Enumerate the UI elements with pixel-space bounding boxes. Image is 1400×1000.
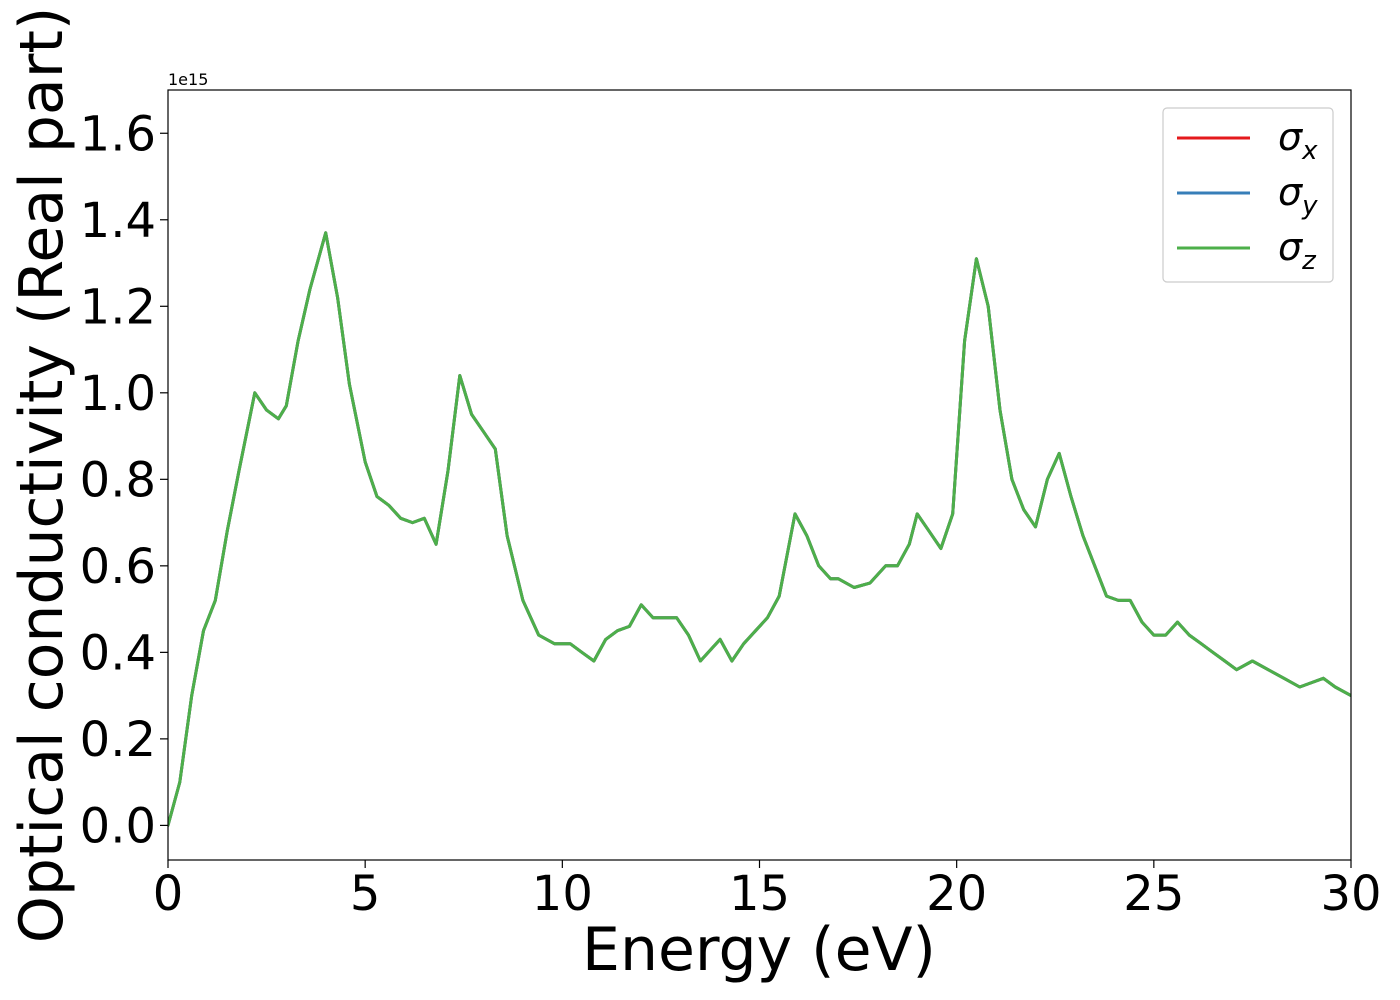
legend-label-subscript: y <box>1301 191 1318 221</box>
series-line-sigma-z <box>168 231 1351 827</box>
legend-label-subscript: z <box>1301 246 1317 276</box>
x-tick-label: 10 <box>532 866 593 922</box>
legend-label-subscript: x <box>1301 136 1318 166</box>
x-tick-label: 5 <box>350 866 381 922</box>
y-tick-label: 0.6 <box>80 539 156 595</box>
y-axis: 0.0 0.2 0.4 0.6 0.8 1.0 1.2 1.4 1.6 <box>80 106 168 854</box>
x-tick-label: 30 <box>1320 866 1381 922</box>
legend-label-sigma-y: σy <box>1278 170 1318 221</box>
x-tick-label: 0 <box>153 866 184 922</box>
y-tick-label: 1.6 <box>80 106 156 162</box>
series-line-sigma-y <box>168 231 1351 827</box>
y-tick-label: 0.8 <box>80 452 156 508</box>
x-tick-label: 20 <box>926 866 987 922</box>
x-tick-label: 15 <box>729 866 790 922</box>
legend-label-base: σ <box>1278 225 1304 269</box>
y-tick-label: 0.2 <box>80 712 156 768</box>
y-offset-text: 1e15 <box>168 70 208 89</box>
legend-label-base: σ <box>1278 115 1304 159</box>
y-tick-label: 0.4 <box>80 625 156 681</box>
legend-label-base: σ <box>1278 170 1304 214</box>
y-tick-label: 1.2 <box>80 279 156 335</box>
series-line-sigma-x <box>168 231 1351 827</box>
x-axis-label: Energy (eV) <box>582 915 936 985</box>
y-axis-label: Optical conductivity (Real part) <box>7 7 77 944</box>
y-tick-label: 1.0 <box>80 366 156 422</box>
series-layer <box>168 231 1351 827</box>
legend-label-sigma-z: σz <box>1278 225 1317 276</box>
legend-box <box>1162 107 1334 283</box>
legend-label-sigma-x: σx <box>1278 115 1318 166</box>
x-tick-label: 25 <box>1123 866 1184 922</box>
y-tick-label: 1.4 <box>80 193 156 249</box>
x-axis: 0 5 10 15 20 25 30 <box>153 860 1382 922</box>
y-tick-label: 0.0 <box>80 798 156 854</box>
